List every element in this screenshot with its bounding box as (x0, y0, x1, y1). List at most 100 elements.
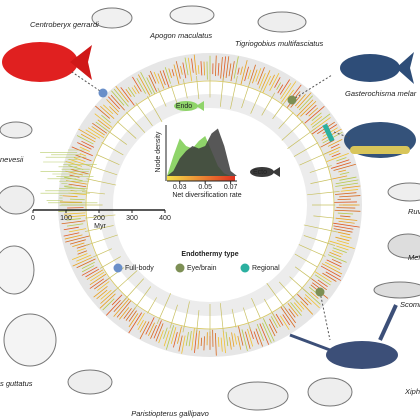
branch (339, 171, 350, 175)
branch (194, 329, 198, 353)
branch (311, 112, 322, 122)
x-axis-label: Net diversification rate (172, 192, 241, 199)
branch (182, 301, 190, 333)
branch (115, 85, 129, 103)
branch (338, 169, 347, 173)
branch (187, 57, 193, 82)
branch (156, 293, 172, 325)
inner-disc (86, 81, 334, 329)
legend-swatch (240, 263, 250, 273)
branch (123, 308, 132, 319)
legend-swatch (113, 263, 123, 273)
series-label: Endo (176, 103, 192, 110)
branch (155, 323, 164, 342)
branch (335, 182, 359, 187)
branch (66, 218, 81, 221)
branch (340, 235, 352, 239)
branch (268, 324, 276, 337)
branch (133, 286, 152, 311)
branch (225, 56, 230, 79)
branch (96, 289, 108, 300)
branch (76, 135, 94, 145)
branch (177, 326, 182, 344)
branch (281, 120, 304, 141)
x-tick-label: 0.03 (173, 184, 187, 191)
branch (81, 191, 105, 195)
branch (87, 127, 105, 139)
branch (191, 58, 194, 73)
branch (103, 127, 128, 145)
branch (182, 79, 188, 99)
branch (284, 89, 294, 103)
branch (336, 157, 347, 162)
branch (270, 316, 278, 329)
x-tick-label: 0.07 (224, 184, 238, 191)
branch (139, 321, 147, 333)
branch (230, 61, 235, 82)
branch (63, 226, 79, 231)
branch (148, 322, 155, 337)
legend-fish (250, 167, 274, 177)
scale-tick-label: 100 (60, 215, 72, 222)
species-label: Mer (408, 253, 420, 262)
branch (77, 250, 88, 255)
branch (106, 99, 120, 113)
branch (188, 331, 192, 347)
branch (282, 314, 291, 326)
branch (140, 72, 153, 95)
branch (333, 163, 356, 171)
branch (171, 69, 175, 77)
branch (340, 189, 359, 192)
branch (73, 157, 86, 162)
branch (263, 298, 277, 320)
branch (283, 305, 296, 324)
branch (333, 228, 353, 233)
legend-label: Full-body (125, 265, 154, 272)
branch (237, 67, 240, 75)
species-label: s guttatus (0, 379, 33, 388)
branch (200, 61, 203, 76)
branch (321, 263, 343, 275)
branch (326, 259, 342, 268)
branch (170, 326, 177, 345)
scale-tick-label: 400 (159, 215, 171, 222)
branch (256, 324, 265, 341)
branch (112, 270, 138, 294)
branch (85, 129, 101, 139)
branch (330, 143, 340, 149)
branch (293, 302, 303, 312)
branch (231, 308, 237, 328)
branch (240, 66, 243, 75)
branch (327, 254, 347, 263)
branch (196, 76, 200, 100)
branch (100, 289, 112, 300)
branch (287, 127, 317, 149)
branch (169, 304, 178, 329)
branch (300, 100, 317, 117)
legend-fish (174, 101, 198, 111)
branch (84, 225, 114, 232)
branch (153, 71, 160, 84)
branch (203, 336, 205, 351)
branch (162, 70, 170, 88)
branch (68, 183, 87, 188)
branch-ring (85, 80, 335, 330)
branch (266, 282, 286, 309)
species-label: Centroberyx gerrardi (30, 20, 99, 29)
branch (326, 153, 349, 162)
legend-fish-tail (272, 167, 280, 177)
branch (305, 104, 317, 116)
branch (135, 102, 153, 127)
species-label: Scomberoi (400, 300, 420, 309)
branch (332, 250, 343, 255)
branch (76, 258, 96, 269)
branch (94, 113, 113, 128)
branch (111, 294, 123, 306)
branch (293, 142, 319, 157)
branch (287, 303, 299, 317)
branch (102, 298, 115, 311)
fish-illustrations (0, 5, 420, 411)
branch (244, 331, 251, 349)
branch (261, 92, 276, 116)
branch (61, 220, 86, 225)
